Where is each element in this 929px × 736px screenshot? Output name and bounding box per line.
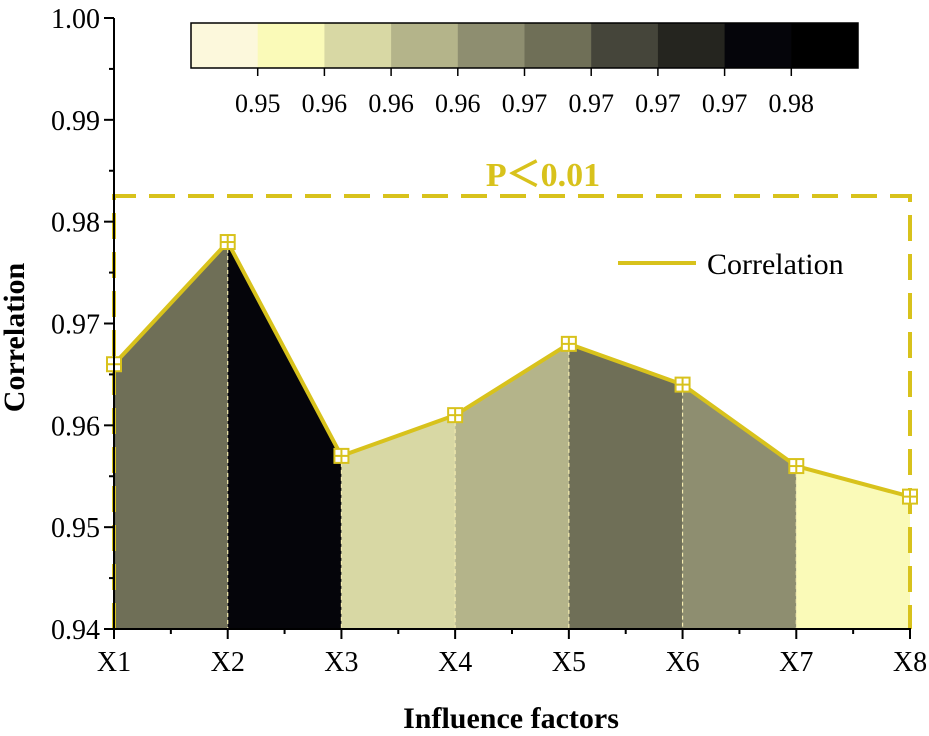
- colorbar-swatch: [324, 23, 392, 68]
- segment-dividers: [227, 249, 797, 629]
- correlation-line-group: [106, 234, 918, 505]
- area-segment: [227, 242, 342, 630]
- y-tick-label: 1.00: [51, 4, 100, 35]
- area-segment: [568, 343, 683, 629]
- data-point-marker: [788, 458, 805, 475]
- data-point-marker: [560, 335, 577, 352]
- colorbar-label: 0.97: [702, 89, 748, 118]
- data-point-marker: [902, 488, 918, 505]
- correlation-line: [112, 240, 911, 499]
- y-axis-title: Correlation: [0, 262, 31, 412]
- colorbar-label: 0.98: [769, 89, 815, 118]
- data-point-marker: [674, 376, 691, 393]
- area-segment: [682, 384, 797, 629]
- colorbar-swatch: [591, 23, 659, 68]
- colorbar-label: 0.97: [502, 89, 548, 118]
- y-tick-label: 0.96: [51, 411, 100, 442]
- x-tick-label: X4: [438, 647, 472, 678]
- y-tick-label: 0.98: [51, 208, 100, 239]
- x-tick-label: X5: [552, 647, 586, 678]
- y-tick-label: 0.97: [51, 310, 100, 341]
- x-tick-label: X8: [893, 647, 927, 678]
- x-tick-label: X7: [779, 647, 813, 678]
- data-point-marker: [333, 447, 350, 464]
- area-segment: [114, 242, 228, 630]
- x-axis-title: Influence factors: [403, 702, 619, 731]
- colorbar-swatch: [657, 23, 726, 68]
- legend: Correlation: [618, 248, 844, 281]
- colorbar-label: 0.96: [435, 89, 481, 118]
- area-fills: [114, 242, 910, 630]
- axes: 0.94 0.95 0.96 0.97 0.98 0.99 1.00 X1 X2 X3 X4 X5 X6…: [51, 4, 927, 678]
- y-tick-label: 0.99: [51, 106, 100, 137]
- significance-annotation: P＜0.01: [486, 157, 600, 194]
- y-tick-label: 0.95: [51, 513, 100, 544]
- x-tick-label: X6: [665, 647, 699, 678]
- area-segment: [796, 466, 910, 629]
- colorbar-label: 0.97: [635, 89, 681, 118]
- area-segment: [455, 343, 569, 629]
- colorbar-label: 0.96: [368, 89, 414, 118]
- colorbar-swatch: [391, 23, 459, 68]
- legend-label: Correlation: [707, 248, 844, 281]
- y-tick-label: 0.94: [51, 615, 100, 646]
- colorbar-swatch: [524, 23, 592, 68]
- colorbar-label: 0.96: [302, 89, 348, 118]
- colorbar-swatch: [257, 23, 325, 68]
- colorbar-swatch: [724, 23, 792, 68]
- colorbar-label: 0.97: [568, 89, 614, 118]
- x-tick-label: X1: [97, 647, 131, 678]
- colorbar: 0.95 0.96 0.96 0.96 0.97 0.97 0.97 0.97 0.98: [190, 22, 859, 118]
- data-point-marker: [447, 407, 464, 424]
- x-tick-label: X2: [211, 647, 245, 678]
- colorbar-swatch: [457, 23, 525, 68]
- colorbar-label: 0.95: [235, 89, 281, 118]
- area-segment: [341, 415, 456, 629]
- colorbar-swatch: [791, 23, 859, 68]
- colorbar-swatch: [191, 23, 259, 68]
- data-point-marker: [219, 234, 236, 251]
- x-tick-label: X3: [324, 647, 358, 678]
